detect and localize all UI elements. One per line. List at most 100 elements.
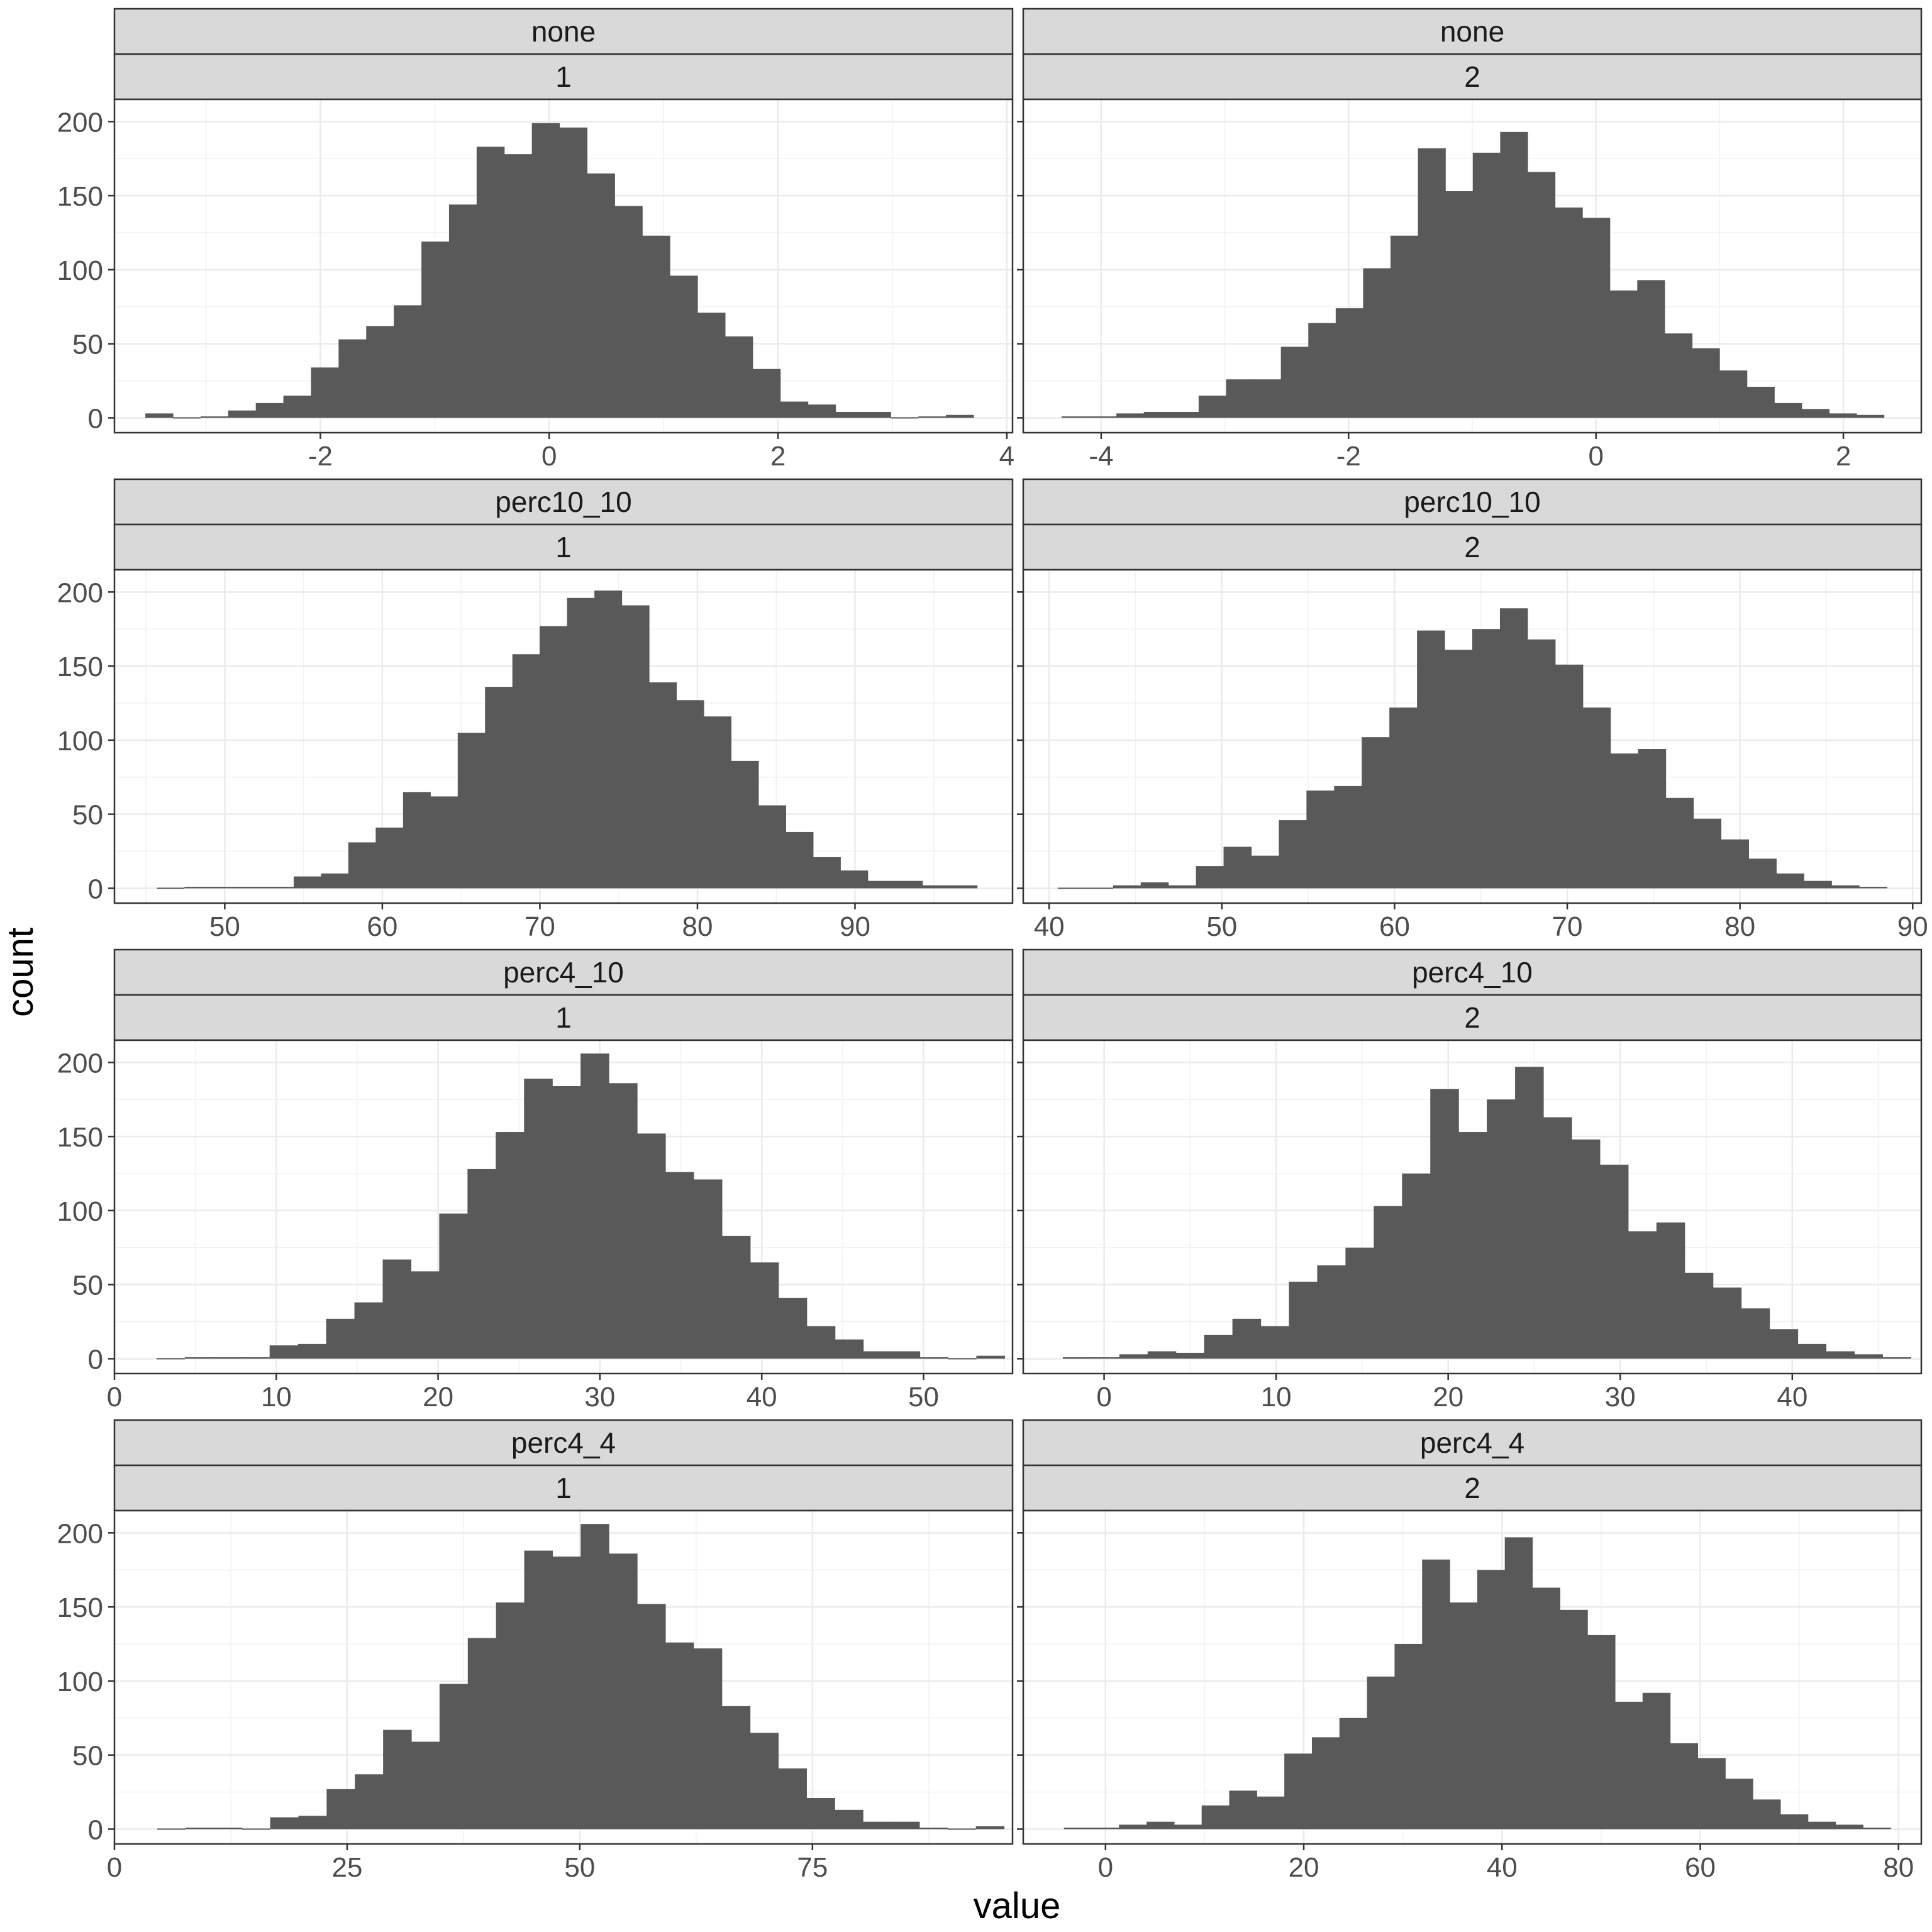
- histogram-bar: [1515, 1067, 1544, 1359]
- histogram-bar: [326, 1318, 355, 1359]
- histogram-bar: [1119, 1354, 1148, 1359]
- histogram-bar: [211, 887, 240, 889]
- histogram-bar: [269, 1345, 299, 1359]
- histogram-bar: [721, 1706, 751, 1829]
- x-tick-label: 50: [564, 1852, 595, 1883]
- facet-strip-top-label: perc4_4: [1420, 1426, 1524, 1459]
- facet-strip-bottom: [113, 1464, 1014, 1512]
- histogram-bar: [411, 1271, 440, 1359]
- histogram-bar: [1555, 664, 1584, 889]
- histogram-bar: [1504, 1537, 1533, 1829]
- histogram-bar: [1487, 1099, 1516, 1359]
- histogram-bar: [1417, 630, 1445, 889]
- x-tick-label: -2: [1336, 441, 1361, 472]
- histogram-bar: [665, 1642, 694, 1829]
- histogram-bar: [255, 402, 284, 418]
- histogram-bar: [1229, 1790, 1257, 1829]
- histogram-bar: [1610, 753, 1639, 889]
- x-tick-label: 0: [107, 1382, 122, 1413]
- histogram-bar: [1527, 172, 1556, 418]
- histogram-bar: [1665, 797, 1694, 889]
- facet-strip-bottom: [1022, 994, 1923, 1041]
- panel-border: [113, 569, 1014, 904]
- histogram-bar: [895, 880, 923, 889]
- histogram-bar: [1599, 1164, 1629, 1359]
- y-tick-label: 0: [88, 1814, 103, 1845]
- facet-strip-bottom: [113, 53, 1014, 101]
- y-tick-label: 200: [57, 107, 103, 138]
- facet-panel: perc4_4 1 0 50 100 150 200 0 25 50 75: [57, 1419, 1014, 1883]
- x-tick-label: 70: [525, 911, 555, 942]
- facet-strip-top-label: perc4_10: [1412, 956, 1533, 989]
- x-tick-label: 30: [1605, 1382, 1636, 1413]
- histogram-bar: [524, 1079, 553, 1359]
- x-tick-label: 0: [1096, 1382, 1111, 1413]
- histogram-bar: [213, 1357, 242, 1359]
- y-tick-label: 100: [57, 726, 103, 757]
- histogram-bar: [1725, 1779, 1753, 1829]
- histogram-bar: [1721, 839, 1749, 889]
- histogram-bar: [806, 1326, 836, 1359]
- x-tick-label: 90: [1897, 911, 1928, 942]
- histogram-bar: [1363, 268, 1391, 418]
- x-tick-label: 0: [1098, 1852, 1113, 1883]
- facet-strip-bottom-label: 1: [555, 1001, 572, 1034]
- x-tick-label: 40: [1777, 1382, 1807, 1413]
- facet-strip-bottom-label: 2: [1464, 1001, 1480, 1034]
- histogram-bar: [1642, 1692, 1671, 1829]
- histogram-bar: [863, 412, 891, 418]
- x-tick-label: 20: [1289, 1852, 1319, 1883]
- histogram-bar: [863, 1821, 892, 1829]
- histogram-bar: [919, 1357, 949, 1359]
- histogram-bar: [649, 682, 677, 889]
- histogram-bar: [665, 1172, 694, 1359]
- histogram-bar: [594, 590, 623, 889]
- histogram-bar: [1831, 885, 1860, 889]
- histogram-bar: [439, 1213, 468, 1359]
- panel-border: [113, 1039, 1014, 1375]
- x-tick-label: 70: [1552, 911, 1583, 942]
- x-tick-label: 60: [1379, 911, 1410, 942]
- y-tick-label: 50: [72, 800, 103, 831]
- histogram-bar: [439, 1684, 469, 1829]
- histogram-bar: [922, 885, 950, 889]
- x-tick-label: 50: [1206, 911, 1237, 942]
- histogram-bar: [918, 416, 947, 418]
- x-tick-label: 0: [107, 1852, 122, 1883]
- histogram-bar: [1198, 396, 1227, 418]
- histogram-bar: [1204, 1335, 1233, 1359]
- histogram-bar: [1614, 1701, 1643, 1829]
- histogram-bar: [1445, 650, 1473, 889]
- histogram-bar: [1458, 1132, 1487, 1359]
- y-tick-label: 100: [57, 255, 103, 286]
- histogram-bar: [693, 1648, 723, 1829]
- x-axis-title: value: [974, 1885, 1061, 1926]
- histogram-bar: [1345, 1247, 1374, 1359]
- histogram-bar: [145, 413, 174, 418]
- histogram-bar: [270, 1817, 299, 1829]
- histogram-bar: [1308, 323, 1336, 418]
- histogram-bar: [1664, 333, 1693, 418]
- y-tick-label: 150: [57, 181, 103, 212]
- histogram-bar: [1638, 749, 1667, 889]
- panel-border: [113, 98, 1014, 434]
- facet-panel: perc10_10 2 40 50 60 70 80 90: [1017, 478, 1928, 942]
- histogram-bar: [1713, 1287, 1742, 1359]
- histogram-bar: [1500, 131, 1528, 418]
- histogram-bar: [394, 305, 422, 418]
- facet-strip-bottom: [113, 523, 1014, 571]
- histogram-bar: [1560, 1609, 1588, 1829]
- histogram-bar: [213, 1828, 243, 1829]
- histogram-bar: [524, 1550, 553, 1829]
- histogram-bar: [184, 887, 213, 889]
- histogram-bar: [891, 417, 919, 419]
- histogram-bar: [946, 414, 974, 418]
- histogram-bar: [1776, 873, 1804, 889]
- histogram-bar: [559, 127, 588, 418]
- histogram-bar: [293, 876, 322, 889]
- histogram-bar: [1753, 1799, 1781, 1829]
- histogram-bar: [1260, 1326, 1290, 1359]
